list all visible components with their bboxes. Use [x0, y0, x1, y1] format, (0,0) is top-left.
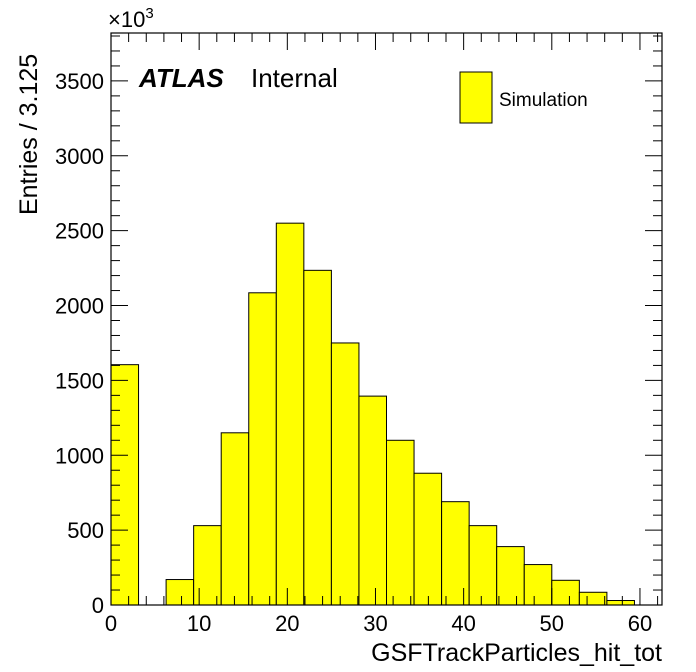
y-tick-label: 500: [67, 518, 104, 543]
histogram-bar: [220, 432, 250, 606]
legend-label-simulation: Simulation: [499, 90, 588, 111]
histogram-bar: [330, 342, 360, 606]
histogram-bar: [551, 579, 580, 606]
histogram-bar: [413, 472, 443, 606]
x-tick-label: 60: [628, 611, 652, 636]
histogram-bar: [496, 546, 525, 606]
histogram-bar: [193, 525, 222, 606]
atlas-label: ATLAS: [138, 63, 224, 93]
y-tick-label: 0: [92, 593, 104, 618]
legend: Simulation: [459, 71, 588, 124]
y-tick-label: 1500: [55, 368, 104, 393]
plot-frame: [110, 32, 663, 606]
y-tick-label: 3000: [55, 144, 104, 169]
y-tick-label: 1000: [55, 443, 104, 468]
histogram-bar: [165, 579, 195, 606]
y-axis-label: Entries / 3.125: [15, 54, 43, 215]
x-tick-label: 0: [105, 611, 117, 636]
histogram-bar: [606, 600, 635, 606]
histogram-bar: [248, 292, 277, 606]
histogram-bar: [386, 439, 415, 606]
histogram-bar: [303, 269, 332, 606]
histogram-bars: [110, 222, 635, 606]
y-tick-label: 3500: [55, 69, 104, 94]
legend-swatch-simulation: [459, 71, 493, 124]
y-tick-label: 2000: [55, 294, 104, 319]
y-tick-labels: 0 500 1000 1500 2000 2500 3000 3500: [55, 69, 104, 618]
x-tick-label: 50: [540, 611, 564, 636]
y-multiplier: ×103: [108, 5, 154, 32]
x-tick-label: 40: [451, 611, 475, 636]
x-tick-label: 30: [363, 611, 387, 636]
x-tick-label: 20: [275, 611, 299, 636]
histogram-bar: [468, 525, 498, 606]
histogram-bar: [441, 501, 470, 606]
histogram-bar: [523, 564, 553, 606]
x-tick-labels: 0 10 20 30 40 50 60: [105, 611, 652, 636]
x-axis-label: GSFTrackParticles_hit_tot: [371, 639, 662, 667]
x-tick-label: 10: [187, 611, 211, 636]
histogram-bar: [358, 395, 388, 606]
histogram-bar: [578, 591, 608, 606]
internal-label: Internal: [251, 63, 338, 93]
y-tick-label: 2500: [55, 219, 104, 244]
histogram-bar: [275, 222, 305, 606]
